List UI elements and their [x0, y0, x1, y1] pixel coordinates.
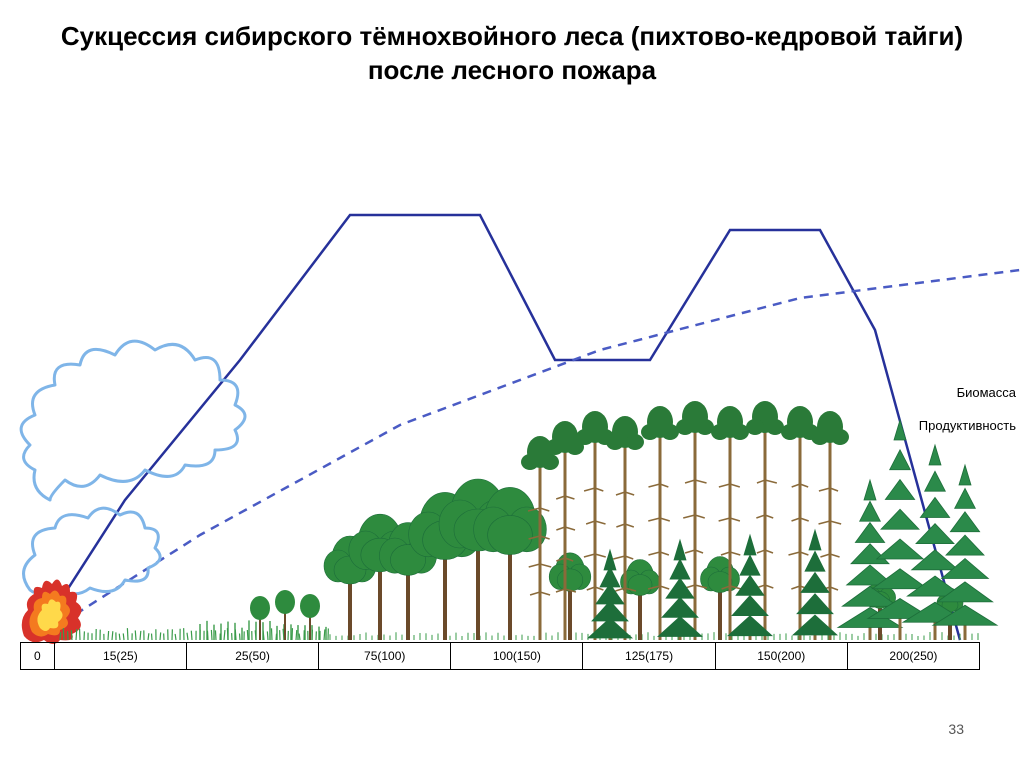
timeline-cell: 150(200)	[716, 643, 848, 669]
timeline-cell: 100(150)	[451, 643, 583, 669]
biomass-label: Биомасса	[957, 385, 1016, 400]
smoke-clouds	[21, 341, 245, 594]
timeline-cell: 0	[21, 643, 55, 669]
timeline: 0 15(25) 25(50) 75(100) 100(150) 125(175…	[20, 642, 980, 670]
diagram-svg	[0, 150, 1024, 670]
shrubs	[250, 590, 320, 640]
productivity-label: Продуктивность	[919, 418, 1016, 433]
spruce-trees	[588, 420, 997, 640]
page-number: 33	[948, 721, 964, 737]
timeline-cell: 15(25)	[55, 643, 187, 669]
timeline-cell: 200(250)	[848, 643, 979, 669]
timeline-cell: 125(175)	[583, 643, 715, 669]
timeline-cell: 75(100)	[319, 643, 451, 669]
grass	[60, 620, 978, 640]
page-title: Сукцессия сибирского тёмнохвойного леса …	[0, 0, 1024, 98]
timeline-cell: 25(50)	[187, 643, 319, 669]
succession-diagram: Биомасса Продуктивность 0 15(25) 25(50) …	[0, 150, 1024, 670]
